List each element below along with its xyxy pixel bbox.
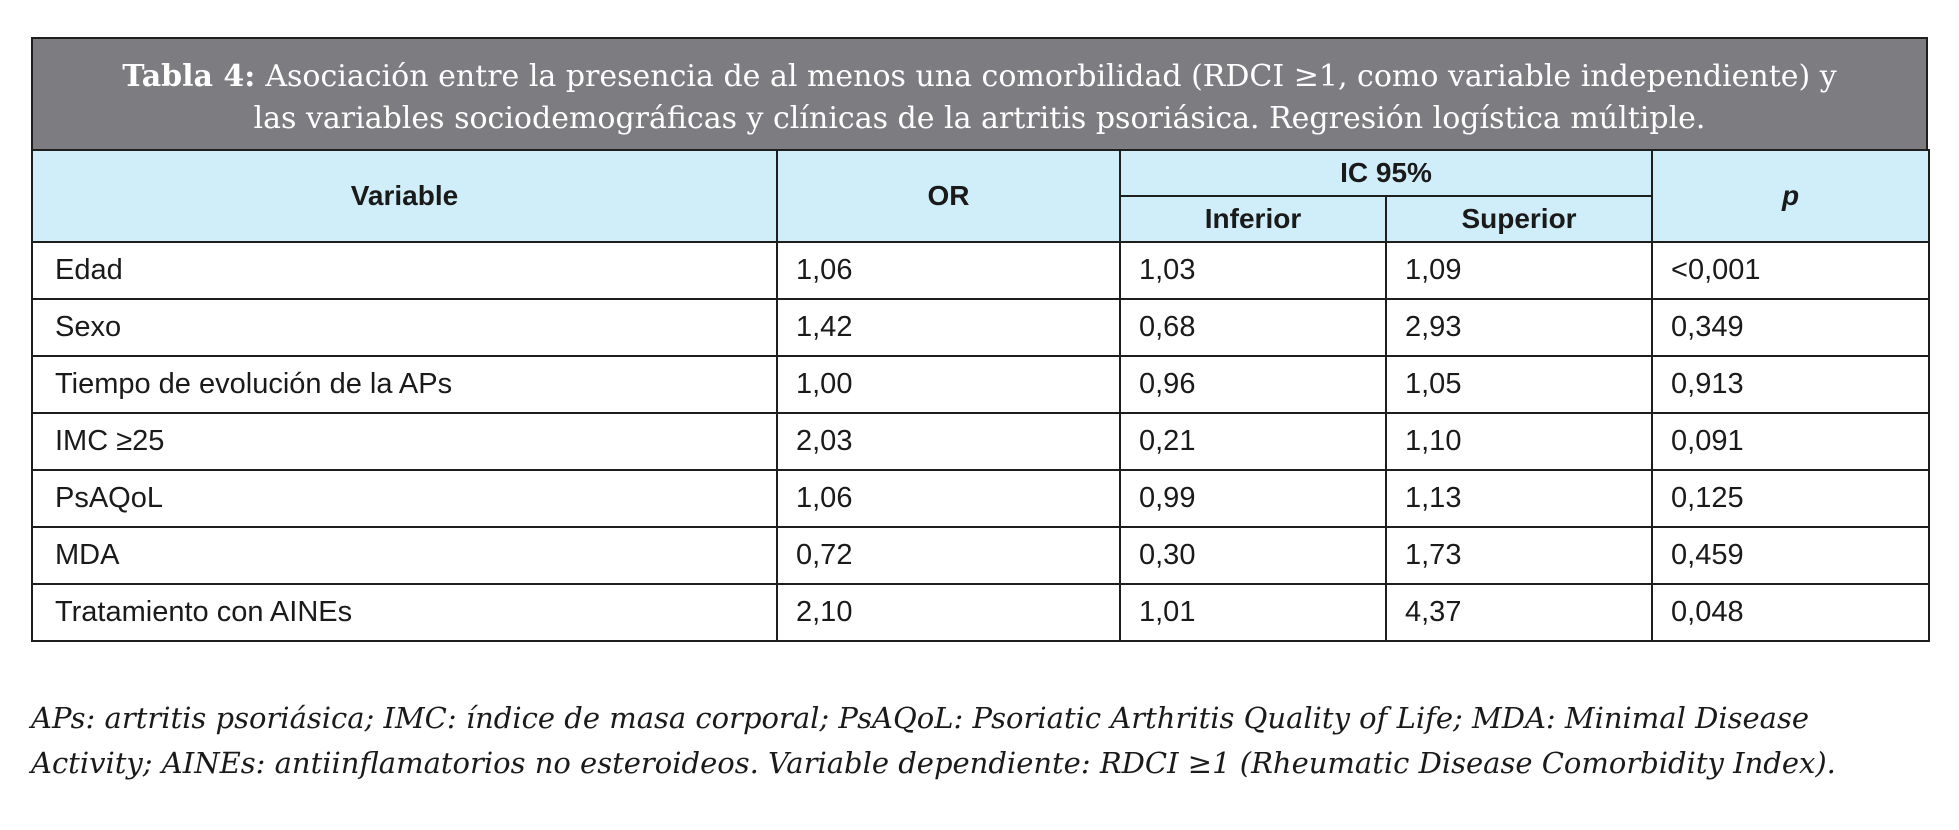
caption-label: Tabla 4:: [122, 59, 256, 94]
cell-or: 2,10: [776, 583, 1121, 642]
cell-or: 1,00: [776, 355, 1121, 414]
cell-p: 0,459: [1651, 526, 1931, 585]
header-superior: Superior: [1384, 195, 1654, 243]
table-row: Sexo 1,42 0,68 2,93 0,349: [31, 298, 1931, 357]
cell-or: 0,72: [776, 526, 1121, 585]
cell-inferior: 1,03: [1119, 241, 1387, 300]
table-footnote: APs: artritis psoriásica; IMC: índice de…: [31, 696, 1928, 786]
cell-variable: MDA: [31, 526, 778, 585]
cell-superior: 1,09: [1384, 241, 1654, 300]
cell-superior: 1,73: [1384, 526, 1654, 585]
cell-variable: PsAQoL: [31, 469, 778, 528]
cell-superior: 1,10: [1384, 412, 1654, 471]
cell-inferior: 0,21: [1119, 412, 1387, 471]
header-p: p: [1651, 149, 1931, 243]
table-row: Tratamiento con AINEs 2,10 1,01 4,37 0,0…: [31, 583, 1931, 642]
cell-variable: Tratamiento con AINEs: [31, 583, 778, 642]
cell-variable: Edad: [31, 241, 778, 300]
results-table-figure: Tabla 4: Asociación entre la presencia de…: [31, 37, 1931, 642]
cell-inferior: 0,99: [1119, 469, 1387, 528]
header-or: OR: [776, 149, 1121, 243]
cell-p: 0,913: [1651, 355, 1931, 414]
footnote-line-1: APs: artritis psoriásica; IMC: índice de…: [31, 701, 1809, 735]
cell-p: 0,091: [1651, 412, 1931, 471]
table-caption: Tabla 4: Asociación entre la presencia de…: [31, 37, 1928, 149]
table-header: Variable OR IC 95% p Inferior Superior: [31, 149, 1931, 243]
cell-inferior: 0,30: [1119, 526, 1387, 585]
cell-or: 2,03: [776, 412, 1121, 471]
cell-inferior: 0,96: [1119, 355, 1387, 414]
header-inferior: Inferior: [1119, 195, 1387, 243]
cell-or: 1,42: [776, 298, 1121, 357]
table-row: MDA 0,72 0,30 1,73 0,459: [31, 526, 1931, 585]
caption-text-1: Asociación entre la presencia de al meno…: [265, 59, 1837, 94]
table-row: Tiempo de evolución de la APs 1,00 0,96 …: [31, 355, 1931, 414]
caption-line-1: Tabla 4: Asociación entre la presencia de…: [57, 56, 1902, 98]
table-row: IMC ≥25 2,03 0,21 1,10 0,091: [31, 412, 1931, 471]
cell-variable: Sexo: [31, 298, 778, 357]
table-row: PsAQoL 1,06 0,99 1,13 0,125: [31, 469, 1931, 528]
cell-superior: 1,13: [1384, 469, 1654, 528]
header-variable: Variable: [31, 149, 778, 243]
cell-p: 0,349: [1651, 298, 1931, 357]
cell-variable: IMC ≥25: [31, 412, 778, 471]
cell-superior: 1,05: [1384, 355, 1654, 414]
cell-inferior: 0,68: [1119, 298, 1387, 357]
cell-inferior: 1,01: [1119, 583, 1387, 642]
cell-p: <0,001: [1651, 241, 1931, 300]
cell-p: 0,125: [1651, 469, 1931, 528]
table-body: Edad 1,06 1,03 1,09 <0,001 Sexo 1,42 0,6…: [31, 241, 1931, 642]
cell-or: 1,06: [776, 241, 1121, 300]
cell-superior: 4,37: [1384, 583, 1654, 642]
cell-or: 1,06: [776, 469, 1121, 528]
regression-table: Variable OR IC 95% p Inferior Superior E…: [31, 149, 1931, 642]
caption-line-2: las variables sociodemográficas y clínic…: [253, 101, 1706, 136]
cell-p: 0,048: [1651, 583, 1931, 642]
cell-superior: 2,93: [1384, 298, 1654, 357]
table-row: Edad 1,06 1,03 1,09 <0,001: [31, 241, 1931, 300]
cell-variable: Tiempo de evolución de la APs: [31, 355, 778, 414]
footnote-line-2: Activity; AINEs: antiinflamatorios no es…: [31, 746, 1836, 780]
header-ic95: IC 95%: [1118, 149, 1654, 197]
